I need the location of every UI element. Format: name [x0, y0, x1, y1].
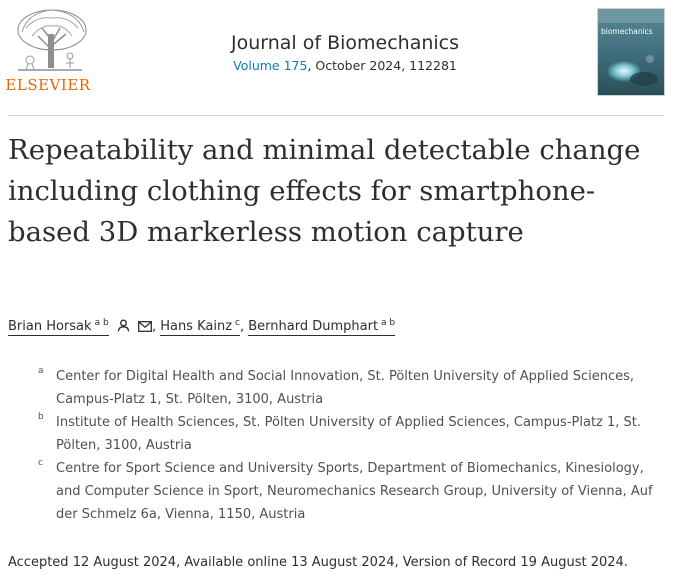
- author-affiliation-marks: c: [235, 318, 240, 328]
- journal-cover[interactable]: biomechanics: [597, 8, 665, 96]
- elsevier-tree-icon: [8, 6, 92, 76]
- affiliation-label: a: [38, 366, 44, 376]
- affiliation-label: b: [38, 412, 44, 422]
- header-divider: [8, 115, 664, 116]
- affiliation-item: c Centre for Sport Science and Universit…: [36, 457, 666, 526]
- citation: Volume 175, October 2024, 112281: [150, 58, 540, 73]
- affiliation-item: a Center for Digital Health and Social I…: [36, 365, 666, 411]
- author-list: Brian Horsak a b , Hans Kainz c, Bernhard …: [8, 318, 396, 337]
- issue-info: , October 2024, 112281: [307, 58, 457, 73]
- author-link-kainz[interactable]: Hans Kainz c: [160, 318, 240, 337]
- volume-link[interactable]: Volume 175: [233, 58, 308, 73]
- author-affiliation-marks: a b: [94, 318, 109, 328]
- author-link-horsak[interactable]: Brian Horsak a b: [8, 318, 109, 337]
- author-name: Brian Horsak: [8, 319, 92, 335]
- article-title: Repeatability and minimal detectable cha…: [8, 134, 641, 248]
- author-name: Bernhard Dumphart: [248, 319, 379, 335]
- person-icon[interactable]: [117, 319, 130, 332]
- author-separator: ,: [239, 319, 249, 335]
- author-affiliation-marks: a b: [381, 318, 396, 328]
- elsevier-logo[interactable]: [8, 6, 92, 98]
- article-header: ELSEVIER Journal of Biomechanics Volume …: [0, 0, 675, 116]
- affiliation-label: c: [38, 458, 43, 468]
- cover-journal-name: biomechanics: [601, 27, 653, 36]
- publisher-name: ELSEVIER: [5, 76, 91, 94]
- publication-dates: Accepted 12 August 2024, Available onlin…: [8, 555, 628, 570]
- affiliation-text: Center for Digital Health and Social Inn…: [56, 369, 635, 407]
- affiliation-text: Institute of Health Sciences, St. Pölten…: [56, 415, 642, 453]
- author-name: Hans Kainz: [160, 319, 233, 335]
- author-link-dumphart[interactable]: Bernhard Dumphart a b: [248, 318, 396, 337]
- author-separator: ,: [151, 319, 161, 335]
- journal-title-link[interactable]: Journal of Biomechanics: [230, 32, 460, 54]
- journal-info: Journal of Biomechanics Volume 175, Octo…: [150, 32, 540, 73]
- affiliation-item: b Institute of Health Sciences, St. Pölt…: [36, 411, 666, 457]
- affiliation-list: a Center for Digital Health and Social I…: [36, 365, 666, 526]
- affiliation-text: Centre for Sport Science and University …: [56, 461, 653, 522]
- mail-icon[interactable]: [137, 321, 152, 333]
- journal-cover-image: [598, 9, 664, 95]
